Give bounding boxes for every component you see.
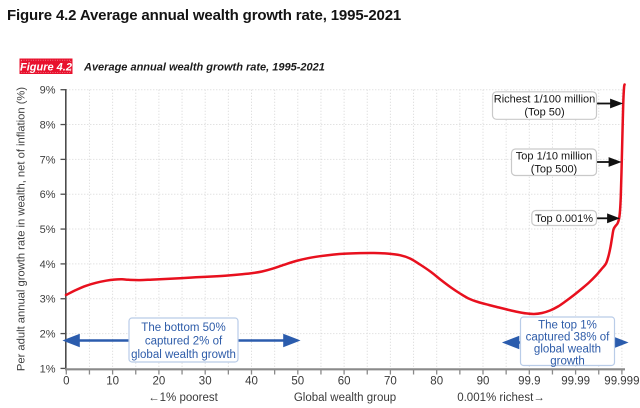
svg-text:90: 90 <box>477 376 490 388</box>
svg-text:50: 50 <box>291 376 304 388</box>
svg-text:←1% poorest: ←1% poorest <box>148 392 218 404</box>
svg-text:The top 1%: The top 1% <box>538 320 597 332</box>
svg-text:4%: 4% <box>40 259 56 271</box>
svg-text:2%: 2% <box>40 329 56 341</box>
svg-text:Top 1/10 million: Top 1/10 million <box>516 151 592 163</box>
svg-text:Top 0.001%: Top 0.001% <box>535 213 593 225</box>
svg-text:1%: 1% <box>40 363 56 375</box>
svg-text:6%: 6% <box>40 189 56 201</box>
svg-text:0.001% richest→: 0.001% richest→ <box>457 392 545 404</box>
svg-text:70: 70 <box>384 376 397 388</box>
svg-text:7%: 7% <box>40 154 56 166</box>
svg-text:captured 2% of: captured 2% of <box>145 336 223 348</box>
svg-text:(Top 50): (Top 50) <box>524 107 564 119</box>
svg-text:99.99: 99.99 <box>561 376 590 388</box>
svg-text:99.999: 99.999 <box>604 376 639 388</box>
svg-text:30: 30 <box>199 376 212 388</box>
svg-text:Global wealth group: Global wealth group <box>294 392 396 404</box>
svg-text:global wealth growth: global wealth growth <box>131 349 236 361</box>
svg-text:The bottom 50%: The bottom 50% <box>141 322 225 334</box>
svg-text:99.9: 99.9 <box>518 376 540 388</box>
svg-text:10: 10 <box>106 376 119 388</box>
svg-text:global wealth: global wealth <box>534 344 601 356</box>
svg-text:captured 38% of: captured 38% of <box>526 332 611 344</box>
svg-text:(Top 500): (Top 500) <box>531 164 577 176</box>
svg-text:80: 80 <box>430 376 443 388</box>
svg-text:Figure 4.2: Figure 4.2 <box>20 61 72 73</box>
svg-text:40: 40 <box>245 376 258 388</box>
svg-text:9%: 9% <box>40 85 56 97</box>
svg-text:20: 20 <box>153 376 166 388</box>
svg-text:Per adult annual growth rate i: Per adult annual growth rate in wealth, … <box>16 87 28 371</box>
svg-text:0: 0 <box>63 376 69 388</box>
svg-text:growth: growth <box>550 356 585 368</box>
svg-text:8%: 8% <box>40 120 56 132</box>
svg-text:Figure 4.2 Average annual weal: Figure 4.2 Average annual wealth growth … <box>7 7 401 24</box>
svg-text:3%: 3% <box>40 294 56 306</box>
svg-text:Richest 1/100 million: Richest 1/100 million <box>494 94 596 106</box>
svg-text:60: 60 <box>338 376 351 388</box>
svg-text:Average annual wealth growth r: Average annual wealth growth rate, 1995-… <box>83 62 325 74</box>
svg-text:5%: 5% <box>40 224 56 236</box>
